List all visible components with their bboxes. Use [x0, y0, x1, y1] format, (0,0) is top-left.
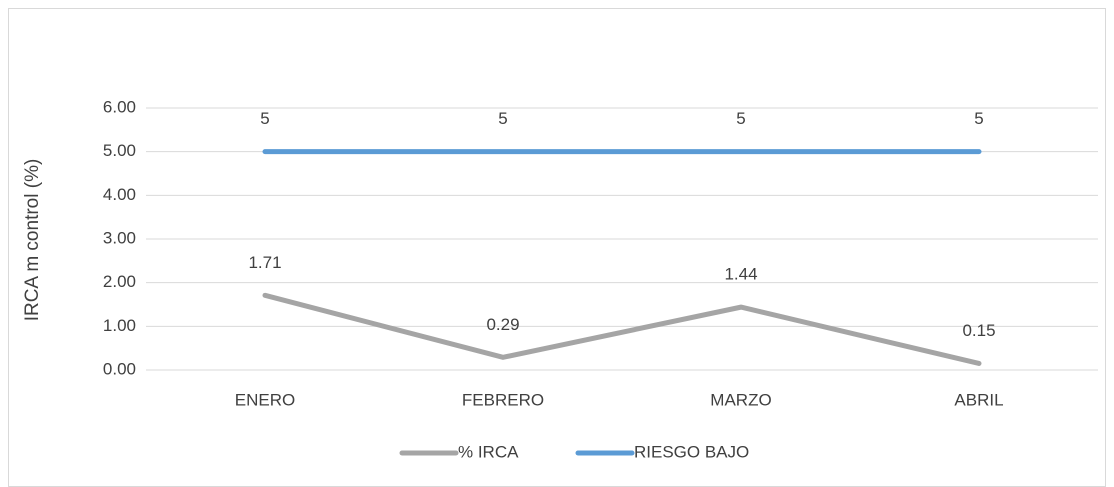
data-label: 5 — [736, 109, 745, 128]
y-tick-label: 6.00 — [103, 97, 136, 116]
legend-label: % IRCA — [458, 442, 519, 461]
chart-frame — [8, 8, 1106, 487]
y-tick-label: 0.00 — [103, 359, 136, 378]
x-tick-label: ABRIL — [954, 390, 1003, 409]
data-label: 5 — [974, 109, 983, 128]
data-label: 0.15 — [962, 321, 995, 340]
x-tick-label: FEBRERO — [462, 390, 544, 409]
data-label: 1.71 — [248, 253, 281, 272]
y-axis-title: IRCA m control (%) — [22, 159, 43, 322]
legend-label: RIESGO BAJO — [634, 442, 749, 461]
y-tick-label: 1.00 — [103, 316, 136, 335]
y-tick-label: 5.00 — [103, 141, 136, 160]
data-label: 5 — [260, 109, 269, 128]
data-label: 0.29 — [486, 315, 519, 334]
data-label: 1.44 — [724, 265, 757, 284]
x-tick-label: ENERO — [235, 390, 295, 409]
series-line — [262, 292, 982, 366]
x-tick-label: MARZO — [710, 390, 771, 409]
y-tick-label: 2.00 — [103, 272, 136, 291]
y-tick-label: 4.00 — [103, 185, 136, 204]
data-label: 5 — [498, 109, 507, 128]
y-tick-label: 3.00 — [103, 228, 136, 247]
